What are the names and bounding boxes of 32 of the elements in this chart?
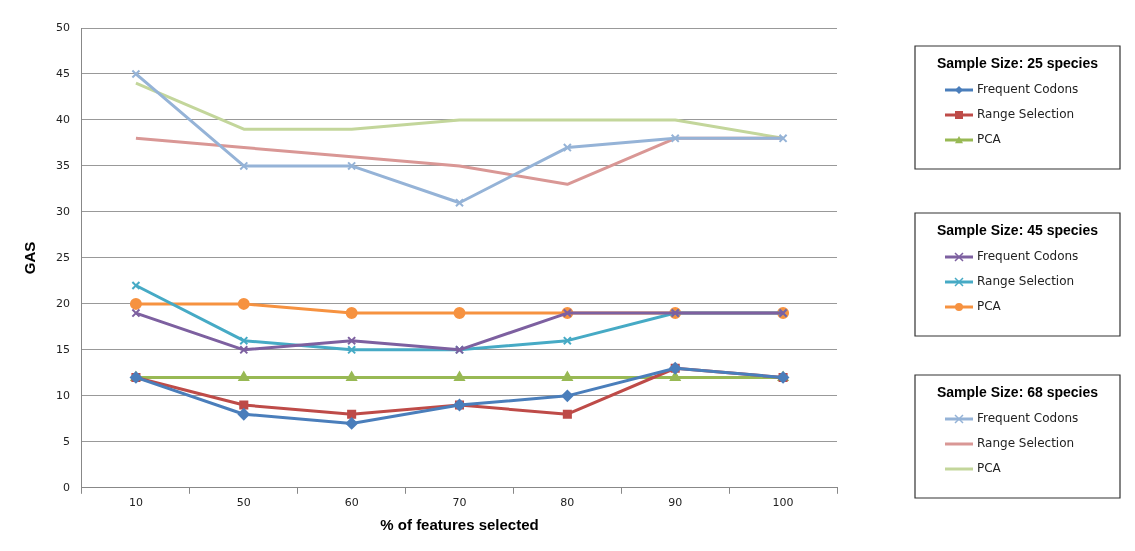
y-tick-label: 50 xyxy=(56,20,70,34)
text: Sample Size: 45 species xyxy=(936,221,1099,238)
text: Sample Size: 68 species xyxy=(936,383,1099,400)
legend-label: Range Selection xyxy=(977,274,1075,289)
y-tick-label: 15 xyxy=(56,342,70,356)
x-tick-label: 70 xyxy=(452,496,467,510)
legend-label: Range Selection xyxy=(977,107,1075,122)
y-tick-label: 35 xyxy=(56,158,70,172)
legend-label: PCA xyxy=(977,132,1002,147)
legend-label: PCA xyxy=(977,299,1002,314)
y-tick-label: 20 xyxy=(56,296,70,310)
x-axis-title: % of features selected xyxy=(380,516,539,534)
y-tick-label: 0 xyxy=(63,480,70,494)
legend-label: Frequent Codons xyxy=(977,82,1079,97)
y-axis-title: GAS xyxy=(21,241,39,275)
x-tick-label: 100 xyxy=(772,496,794,510)
x-tick-label: 60 xyxy=(344,496,359,510)
legend-label: Range Selection xyxy=(977,436,1075,451)
text: Sample Size: 25 species xyxy=(936,54,1099,71)
x-tick-label: 90 xyxy=(668,496,683,510)
legend-label: PCA xyxy=(977,461,1002,476)
x-tick-label: 50 xyxy=(236,496,251,510)
y-tick-label: 25 xyxy=(56,250,70,264)
y-tick-label: 40 xyxy=(56,112,70,126)
y-tick-label: 5 xyxy=(63,434,70,448)
legend-label: Frequent Codons xyxy=(977,249,1079,264)
y-tick-label: 30 xyxy=(56,204,70,218)
legend-label: Frequent Codons xyxy=(977,411,1079,426)
y-tick-label: 10 xyxy=(56,388,70,402)
x-tick-label: 80 xyxy=(560,496,575,510)
y-tick-label: 45 xyxy=(56,66,70,80)
x-tick-label: 10 xyxy=(128,496,143,510)
